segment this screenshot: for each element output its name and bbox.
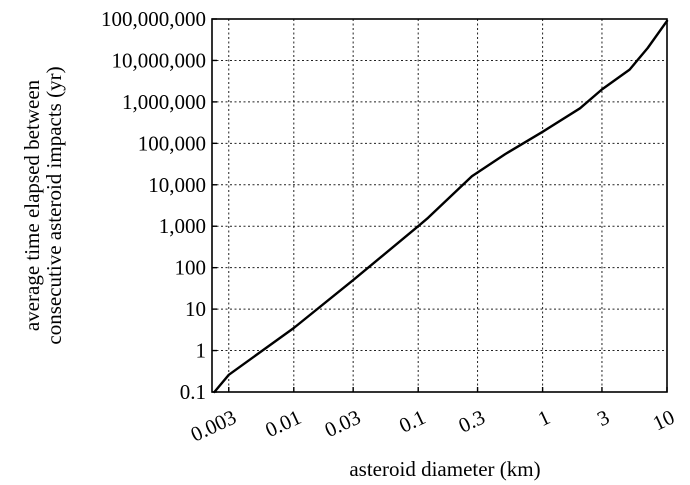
y-axis-title-line-1: average time elapsed between xyxy=(20,79,44,331)
series-line-1 xyxy=(213,19,669,394)
x-tick-label: 1 xyxy=(534,405,554,431)
grid xyxy=(212,19,667,392)
series-layer xyxy=(213,19,669,394)
x-tick-label: 0.1 xyxy=(395,405,429,438)
y-axis-ticks: 0.1 1 10 100 1,000 10,000 100,000 1,000,000 10,0… xyxy=(101,7,217,404)
y-tick-label: 0.1 xyxy=(180,380,206,404)
x-tick-label: 0.01 xyxy=(261,405,304,442)
x-axis-title: asteroid diameter (km) xyxy=(349,457,540,481)
y-axis-title: average time elapsed between consecutive… xyxy=(20,66,66,344)
plot-frame xyxy=(211,18,668,393)
y-tick-label: 100,000,000 xyxy=(101,7,206,31)
x-tick-label: 0.3 xyxy=(455,405,489,438)
y-tick-label: 1,000 xyxy=(159,214,206,238)
y-tick-label: 10,000 xyxy=(148,173,206,197)
y-tick-label: 1,000,000 xyxy=(122,90,206,114)
x-tick-label: 0.003 xyxy=(187,405,240,447)
x-axis-ticks: 0.003 0.01 0.03 0.1 0.3 1 3 10 xyxy=(187,387,678,447)
x-tick-label: 10 xyxy=(649,405,678,436)
y-tick-label: 100,000 xyxy=(138,131,206,155)
y-tick-label: 10 xyxy=(185,297,206,321)
y-tick-label: 10,000,000 xyxy=(112,48,207,72)
x-tick-label: 3 xyxy=(593,405,613,431)
y-tick-label: 100 xyxy=(175,256,207,280)
x-tick-label: 0.03 xyxy=(321,405,364,442)
y-tick-label: 1 xyxy=(196,339,207,363)
y-axis-title-line-2: consecutive asteroid impacts (yr) xyxy=(42,66,66,344)
